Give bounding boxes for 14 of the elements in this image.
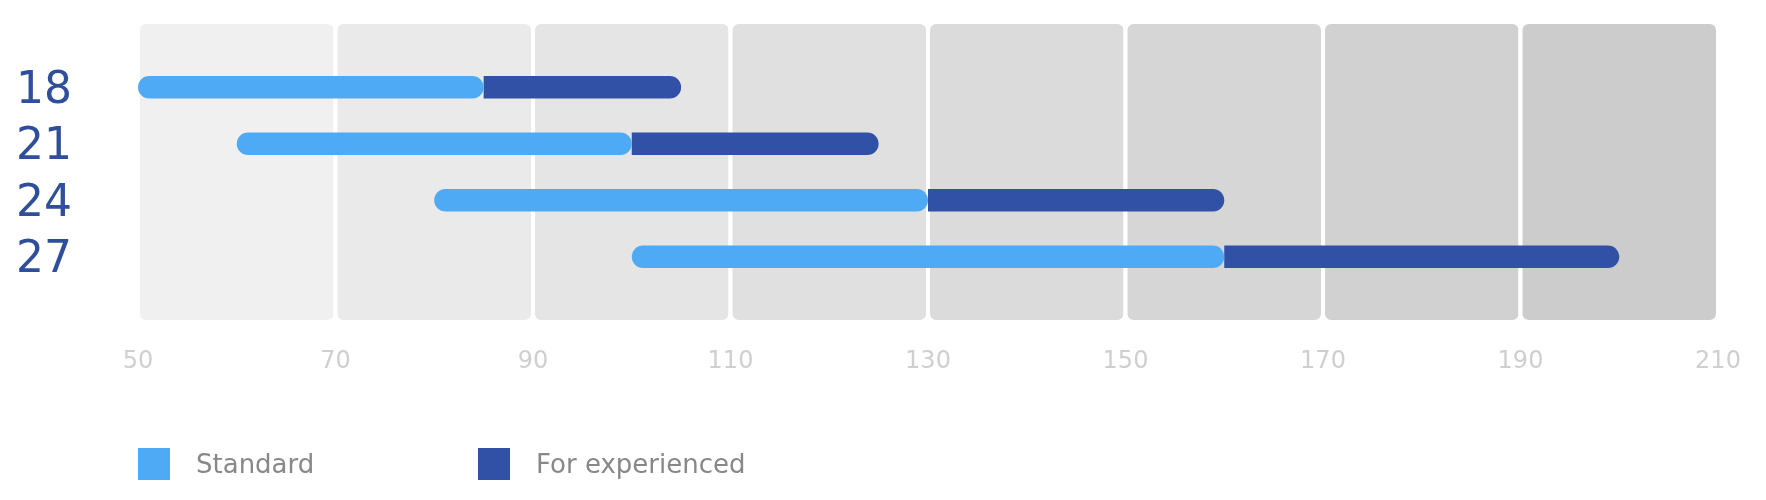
- y-tick-label: 21: [16, 118, 72, 170]
- bar: [631, 245, 1225, 269]
- bar: [928, 188, 1225, 212]
- y-tick-label: 24: [16, 174, 72, 226]
- y-tick-label: 27: [16, 231, 72, 283]
- legend-label: Standard: [196, 449, 315, 480]
- bar: [631, 132, 879, 156]
- bar: [138, 75, 484, 99]
- bar: [1224, 245, 1620, 269]
- bar: [434, 188, 928, 212]
- legend-label: For experienced: [536, 449, 746, 480]
- bar: [236, 132, 632, 156]
- y-tick-label: 18: [16, 61, 72, 113]
- bar: [483, 75, 682, 99]
